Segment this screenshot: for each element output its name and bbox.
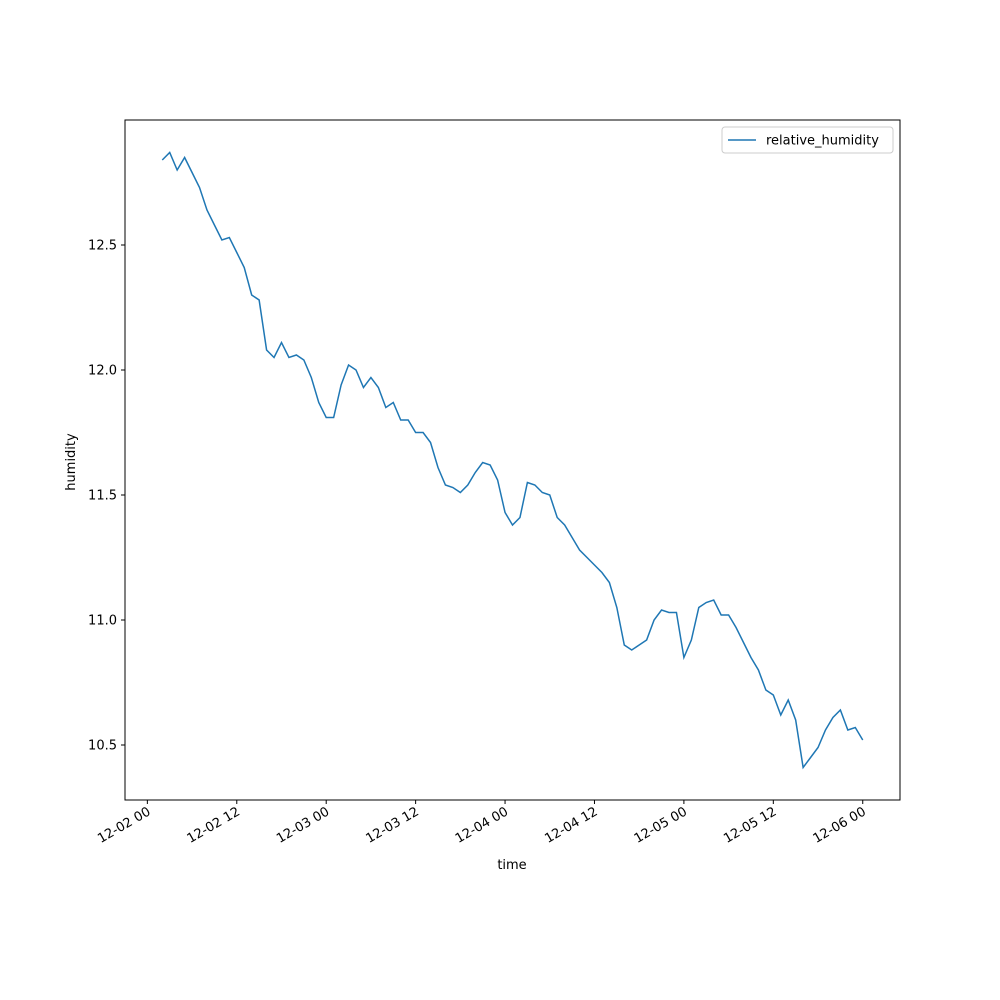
x-tick-label: 12-02 00 (95, 804, 153, 846)
x-tick-label: 12-05 00 (632, 804, 690, 846)
y-axis-label: humidity (64, 433, 79, 491)
plot-frame (124, 119, 901, 801)
x-tick-label: 12-04 12 (542, 804, 600, 846)
x-tick-label: 12-02 12 (185, 804, 243, 846)
y-tick-label: 12.0 (88, 364, 117, 379)
x-axis-label: time (497, 858, 526, 873)
data-line (161, 151, 864, 770)
y-tick-label: 12.5 (88, 239, 117, 254)
x-tick-label: 12-03 12 (364, 804, 422, 846)
legend-label: relative_humidity (766, 134, 879, 149)
x-tick-label: 12-03 00 (274, 804, 332, 846)
y-tick-label: 11.5 (88, 489, 117, 504)
legend-box (721, 126, 894, 154)
x-tick-label: 12-05 12 (721, 804, 779, 846)
x-tick-label: 12-04 00 (453, 804, 511, 846)
x-tick-label: 12-06 00 (811, 804, 869, 846)
y-tick-label: 10.5 (88, 739, 117, 754)
y-tick-label: 11.0 (88, 614, 117, 629)
